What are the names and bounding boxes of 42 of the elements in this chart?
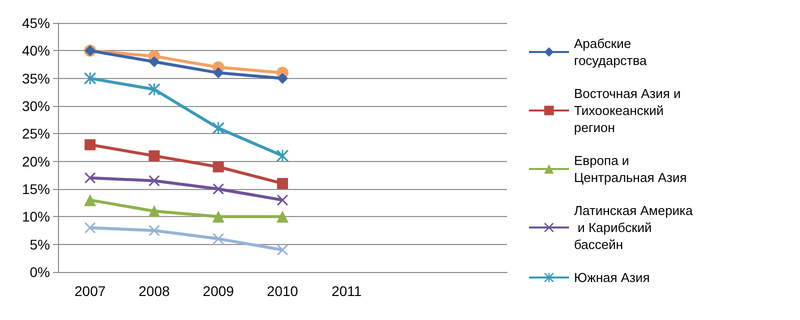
point [84,139,96,150]
point [148,175,160,186]
point [148,83,160,96]
point [148,56,160,68]
point [212,210,224,223]
point [277,194,288,206]
y-tick-label: 15% [22,181,50,197]
point [84,72,96,84]
point [212,184,224,194]
x-tick-label: 2008 [138,283,170,299]
legend-label: Восточная Азия и Тихоокеанский регион [574,86,684,135]
y-tick-label: 30% [22,98,50,114]
point [277,178,288,189]
x-tick-label: 2009 [202,283,234,299]
point [148,205,160,218]
point [84,172,96,184]
point [277,72,288,84]
y-tick-label: 10% [22,208,50,225]
legend-label: Европа и Центральная Азия [574,153,687,185]
point [212,67,224,78]
y-tick-label: 5% [30,236,50,252]
y-tick-label: 0% [30,264,50,280]
point [148,150,160,162]
x-tick-label: 2007 [74,283,106,299]
y-tick-label: 45% [22,15,50,31]
point [212,122,224,134]
x-tick-label: 2010 [266,283,298,299]
point [277,244,288,256]
point [276,210,288,223]
legend-label: Арабские государства [574,36,648,68]
point [84,194,96,206]
legend-label: Латинская Америка и Карибский бассейн [574,203,694,252]
point [212,233,224,244]
y-tick-label: 40% [22,42,50,59]
point [212,161,224,172]
x-tick-label: 2011 [332,283,362,299]
legend-label: Южная Азия [574,270,650,285]
y-tick-label: 35% [22,70,50,86]
point [84,222,96,234]
y-tick-label: 20% [22,153,50,170]
y-tick-label: 25% [22,126,50,142]
point [148,225,160,236]
